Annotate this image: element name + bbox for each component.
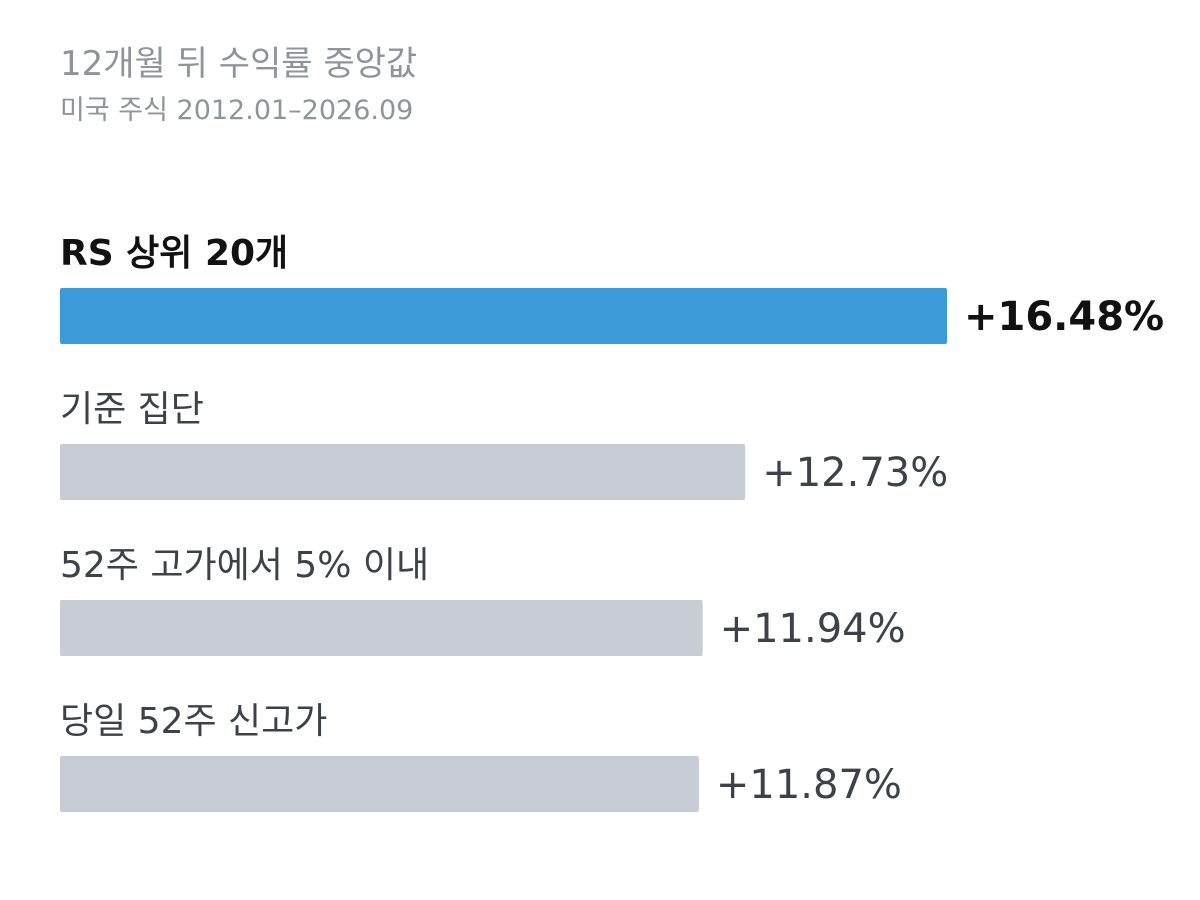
chart-title: 12개월 뒤 수익률 중앙값 <box>60 44 418 84</box>
chart-subtitle: 미국 주식 2012.01–2026.09 <box>60 95 414 126</box>
bar <box>60 288 947 344</box>
value-label: +11.87% <box>716 762 902 808</box>
value-label: +11.94% <box>720 606 906 652</box>
bar <box>60 756 699 812</box>
value-label: +16.48% <box>964 294 1164 340</box>
category-label: 당일 52주 신고가 <box>60 701 327 742</box>
value-label: +12.73% <box>762 450 948 496</box>
bar <box>60 600 703 656</box>
category-label: 기준 집단 <box>60 389 204 430</box>
category-label: RS 상위 20개 <box>60 233 288 274</box>
bar <box>60 444 746 500</box>
category-label: 52주 고가에서 5% 이내 <box>60 545 429 586</box>
